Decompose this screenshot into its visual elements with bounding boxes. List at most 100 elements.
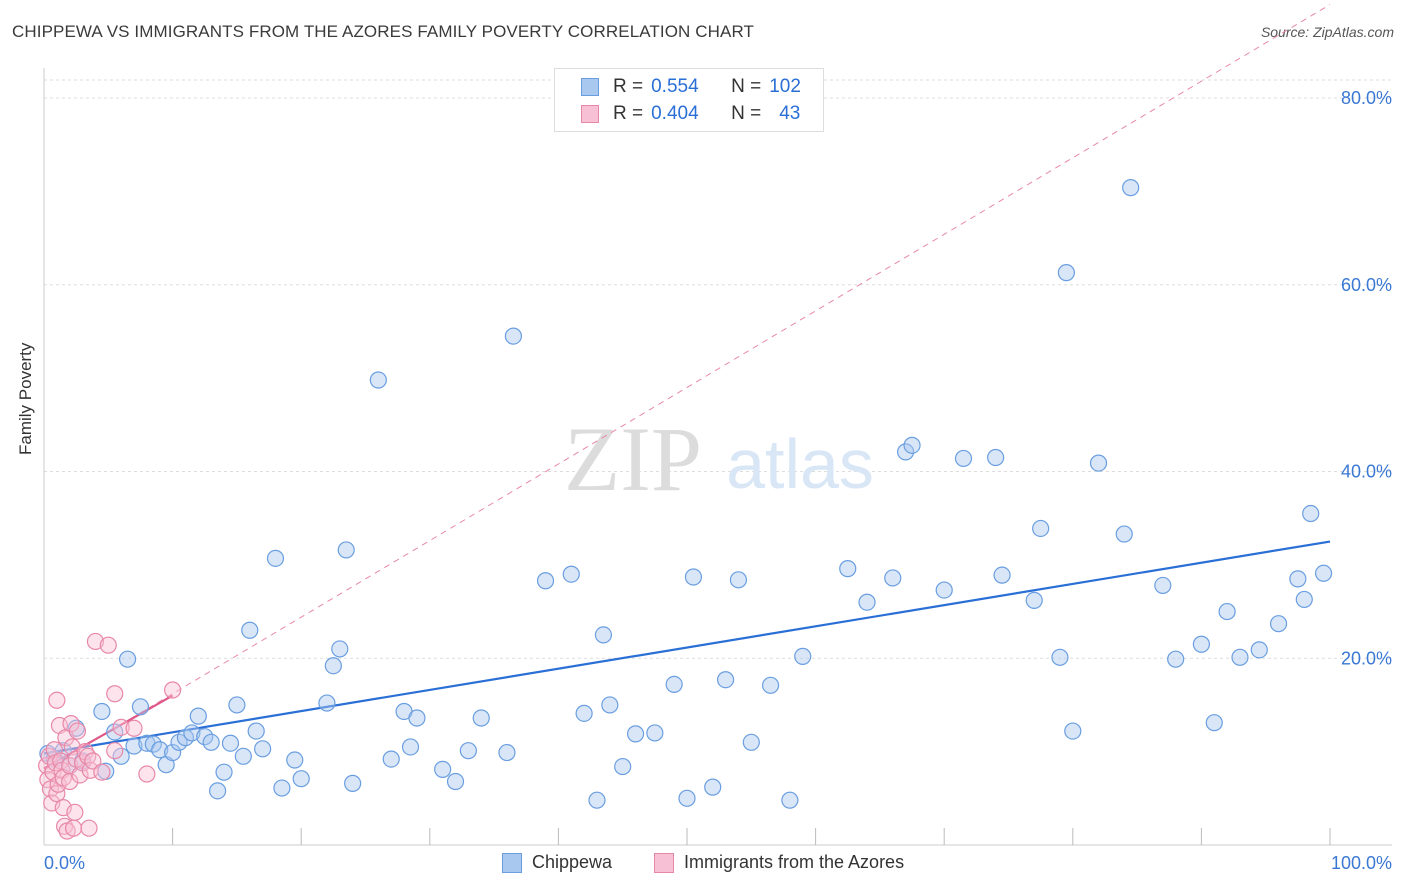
point-chippewa: [729, 571, 748, 589]
point-chippewa: [164, 743, 182, 762]
point-chippewa: [646, 724, 664, 742]
point-chippewa: [228, 696, 246, 714]
point-chippewa: [189, 707, 207, 725]
legend-r-value: 0.554: [651, 76, 699, 97]
point-chippewa: [684, 568, 703, 586]
point-azores: [66, 803, 84, 821]
point-chippewa: [1295, 590, 1313, 609]
point-chippewa: [215, 763, 233, 781]
point-chippewa: [678, 789, 696, 807]
point-azores: [93, 763, 111, 781]
point-chippewa: [884, 569, 902, 587]
point-chippewa: [331, 640, 349, 658]
point-chippewa: [1089, 454, 1108, 472]
point-chippewa: [601, 696, 619, 714]
watermark-atlas: atlas: [726, 425, 874, 503]
point-azores: [164, 681, 182, 699]
legend-r-label: R =: [613, 76, 644, 97]
point-chippewa: [459, 742, 477, 760]
point-chippewa: [125, 737, 143, 755]
point-azores: [112, 718, 130, 736]
point-chippewa: [588, 791, 606, 809]
bottom-legend-label-azores: Immigrants from the Azores: [684, 852, 905, 872]
point-chippewa: [1231, 648, 1249, 666]
legend-n-label: N =: [731, 76, 762, 97]
point-chippewa: [324, 657, 342, 675]
point-chippewa: [1057, 264, 1075, 282]
point-chippewa: [781, 791, 799, 809]
point-azores: [125, 719, 143, 737]
point-chippewa: [1025, 591, 1043, 609]
y-tick-label: 40.0%: [1341, 462, 1392, 482]
y-tick-label: 20.0%: [1341, 648, 1392, 668]
point-chippewa: [273, 779, 291, 797]
point-chippewa: [93, 702, 111, 721]
point-chippewa: [286, 751, 304, 769]
y-tick-label: 60.0%: [1341, 275, 1392, 295]
point-azores: [106, 685, 124, 703]
chart-title: CHIPPEWA VS IMMIGRANTS FROM THE AZORES F…: [12, 22, 755, 41]
point-chippewa: [935, 581, 953, 599]
point-chippewa: [434, 760, 452, 778]
point-chippewa: [897, 443, 915, 461]
x-tick-label-min: 0.0%: [44, 853, 85, 873]
point-chippewa: [1192, 635, 1211, 653]
point-chippewa: [1154, 576, 1172, 595]
point-chippewa: [1250, 641, 1268, 659]
point-chippewa: [446, 772, 465, 791]
point-azores: [138, 765, 156, 783]
point-chippewa: [151, 741, 169, 759]
point-chippewa: [858, 593, 876, 611]
watermark: ZIP atlas: [564, 408, 874, 510]
legend-row-azores: R = 0.404 N = 43: [581, 101, 800, 127]
bottom-legend-swatch-chippewa: [502, 852, 522, 873]
point-chippewa: [665, 675, 683, 693]
point-chippewa: [292, 770, 310, 788]
point-chippewa: [742, 733, 760, 751]
point-chippewa: [344, 774, 362, 792]
point-azores: [86, 632, 105, 651]
point-chippewa: [562, 565, 580, 583]
point-chippewa: [1051, 648, 1069, 666]
point-chippewa: [247, 722, 265, 740]
legend-swatch-chippewa: [581, 78, 599, 96]
point-chippewa: [118, 650, 137, 668]
point-azores: [106, 742, 124, 760]
point-chippewa: [266, 549, 285, 567]
y-tick-label: 80.0%: [1341, 88, 1392, 108]
point-chippewa: [369, 371, 387, 389]
x-tick-label-max: 100.0%: [1331, 853, 1392, 873]
legend-row-chippewa: R = 0.554 N = 102: [581, 74, 801, 100]
point-azores: [99, 636, 117, 654]
point-chippewa: [704, 778, 722, 796]
point-chippewa: [408, 709, 426, 727]
point-chippewa: [903, 436, 921, 454]
bottom-legend-chippewa: Chippewa: [502, 852, 612, 873]
point-chippewa: [221, 734, 240, 752]
point-chippewa: [382, 750, 400, 768]
point-chippewa: [954, 449, 973, 468]
point-chippewa: [183, 724, 201, 742]
legend-n-value: 43: [779, 103, 801, 124]
point-chippewa: [993, 566, 1011, 584]
point-azores: [48, 691, 66, 709]
point-chippewa: [504, 327, 522, 345]
legend-n-label: N =: [731, 103, 762, 124]
point-azores: [68, 722, 87, 740]
point-chippewa: [987, 448, 1005, 467]
point-chippewa: [234, 747, 252, 765]
point-azores: [64, 819, 83, 837]
point-chippewa: [794, 647, 812, 665]
point-azores: [79, 747, 97, 765]
point-chippewa: [472, 709, 490, 727]
legend-n-value: 102: [769, 76, 801, 97]
point-chippewa: [594, 626, 613, 644]
bottom-legend-azores: Immigrants from the Azores: [654, 852, 904, 873]
point-chippewa: [1218, 602, 1236, 621]
point-chippewa: [1302, 504, 1320, 523]
point-chippewa: [839, 560, 857, 578]
point-chippewa: [202, 733, 220, 751]
point-chippewa: [614, 757, 632, 776]
bottom-legend-label-chippewa: Chippewa: [532, 852, 613, 872]
